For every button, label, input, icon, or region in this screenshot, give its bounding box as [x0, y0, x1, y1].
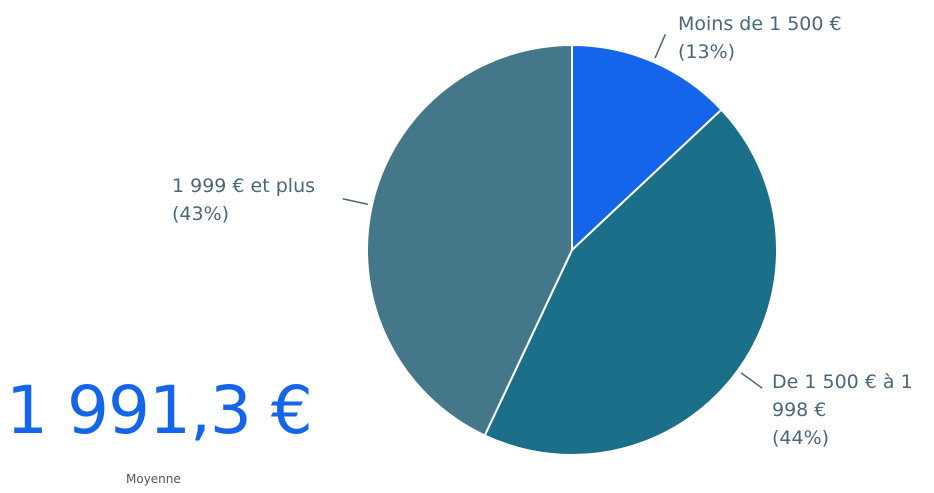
value-label: (44%) — [772, 427, 830, 449]
slice-label: De 1 500 € à 1 998 € (44%) — [772, 368, 934, 452]
leader-line — [342, 198, 369, 206]
category-label: Moins de 1 500 € — [678, 13, 842, 35]
pie-slice — [483, 108, 778, 456]
pie-slice — [571, 43, 723, 253]
leader-line — [654, 34, 667, 59]
leader-line — [740, 372, 763, 389]
slice-label: 1 999 € et plus (43%) — [172, 172, 372, 228]
category-label: De 1 500 € à 1 998 € — [772, 371, 913, 421]
value-label: (13%) — [678, 41, 736, 63]
kpi-value: 1 991,3 € — [6, 372, 313, 449]
category-label: 1 999 € et plus — [172, 175, 316, 197]
kpi-label: Moyenne — [126, 472, 181, 486]
value-label: (43%) — [172, 203, 230, 225]
slice-label: Moins de 1 500 € (13%) — [678, 10, 908, 66]
pie-slice — [366, 43, 573, 437]
